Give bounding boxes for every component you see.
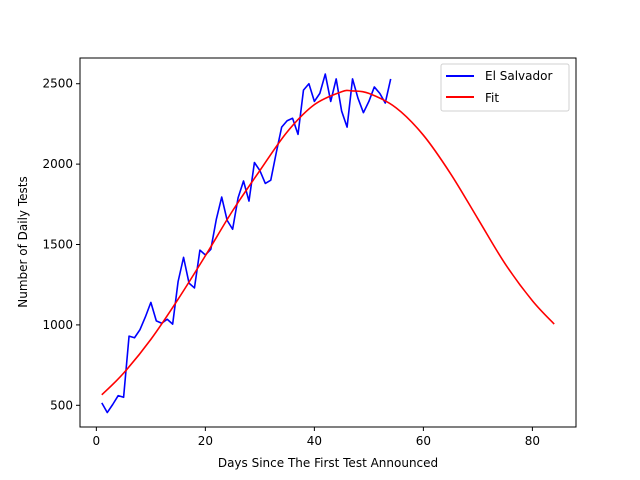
legend-label-fit: Fit — [485, 91, 499, 105]
plot-area — [80, 58, 576, 427]
plot-frame — [79, 57, 577, 428]
legend-label-el-salvador: El Salvador — [485, 69, 552, 83]
y-axis-label: Number of Daily Tests — [16, 176, 30, 307]
y-tick-label: 2500 — [42, 77, 73, 91]
legend: El Salvador Fit — [440, 63, 570, 112]
y-tick-label: 1000 — [42, 318, 73, 332]
series-line-fit — [101, 89, 555, 396]
x-tick-label: 40 — [307, 434, 322, 448]
x-tick-label: 60 — [416, 434, 431, 448]
y-tick-label: 1500 — [42, 238, 73, 252]
x-tick-label: 20 — [198, 434, 213, 448]
x-tick-label: 80 — [525, 434, 540, 448]
y-axis: 500 1000 1500 2000 2500 — [42, 77, 80, 412]
y-tick-label: 500 — [50, 398, 73, 412]
x-tick-label: 0 — [93, 434, 101, 448]
x-axis: 0 20 40 60 80 — [93, 427, 540, 448]
y-tick-label: 2000 — [42, 157, 73, 171]
x-axis-label: Days Since The First Test Announced — [218, 456, 438, 470]
series-layer — [101, 73, 555, 414]
